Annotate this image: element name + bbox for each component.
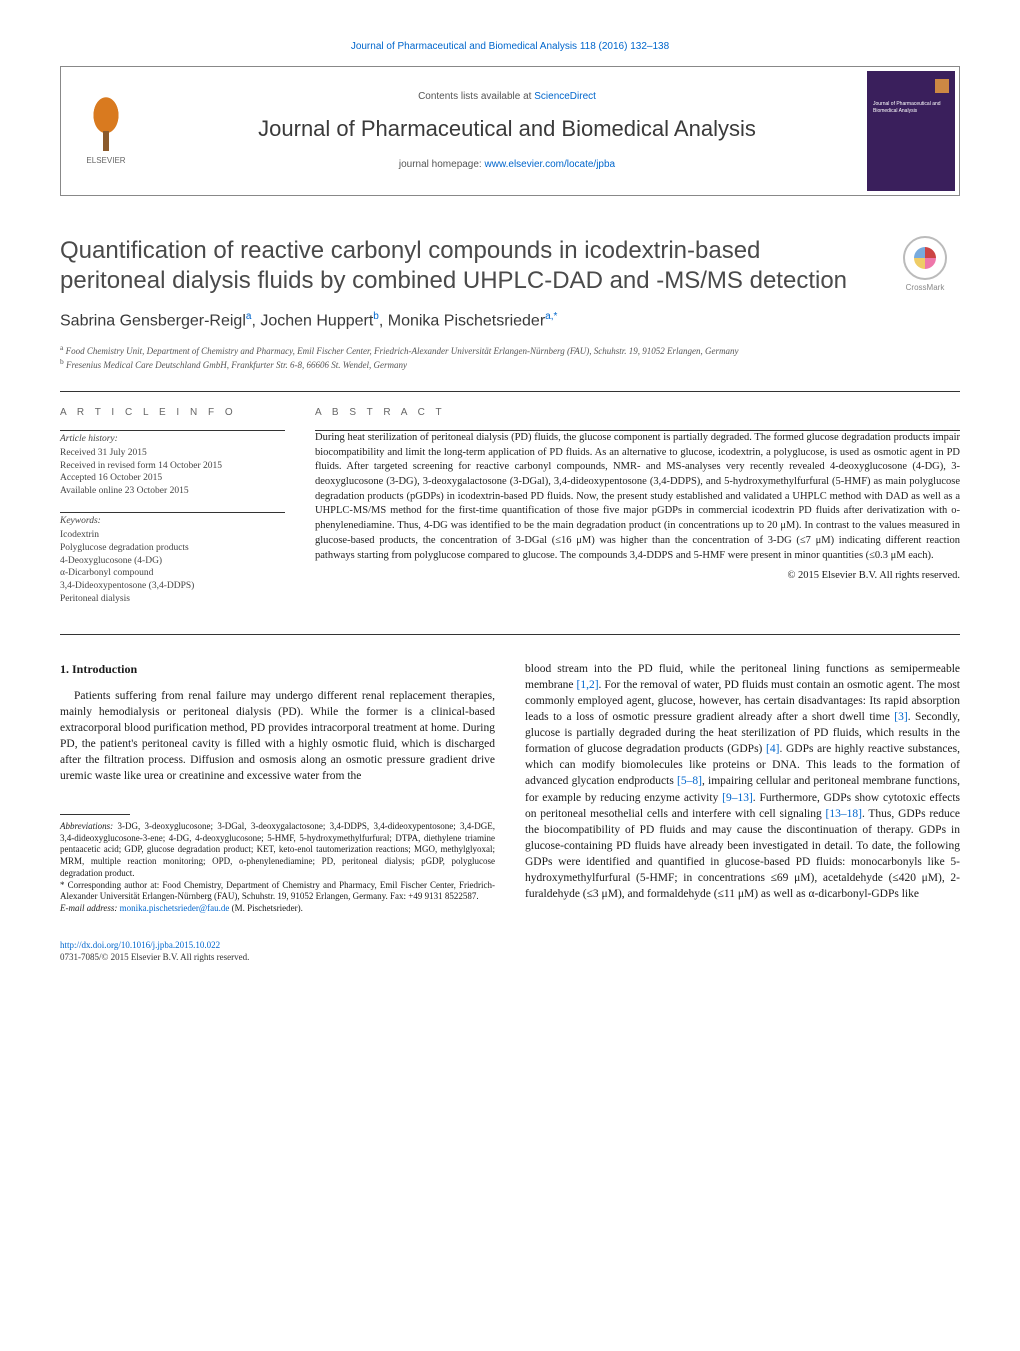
abbrev-label: Abbreviations: [60,821,113,831]
footnote-rule [60,814,130,815]
article-info-heading: a r t i c l e i n f o [60,406,285,420]
abbrev-text: 3-DG, 3-deoxyglucosone; 3-DGal, 3-deoxyg… [60,821,495,878]
history-0: Received 31 July 2015 [60,447,285,460]
authors: Sabrina Gensberger-Reigla, Jochen Hupper… [60,310,960,333]
issn-copyright: 0731-7085/© 2015 Elsevier B.V. All right… [60,951,960,964]
intro-para-1: Patients suffering from renal failure ma… [60,688,495,785]
crossmark-badge[interactable]: CrossMark [890,236,960,293]
homepage-link[interactable]: www.elsevier.com/locate/jpba [485,159,616,170]
affiliations: a Food Chemistry Unit, Department of Che… [60,343,960,371]
history-1: Received in revised form 14 October 2015 [60,460,285,473]
intro-heading: 1. Introduction [60,661,495,678]
crossmark-label: CrossMark [906,282,945,293]
abstract-copyright: © 2015 Elsevier B.V. All rights reserved… [315,569,960,584]
body-col-right: blood stream into the PD fluid, while th… [525,661,960,915]
abstract-column: a b s t r a c t During heat sterilizatio… [315,406,960,620]
info-rule-2 [60,512,285,513]
body-col-left: 1. Introduction Patients suffering from … [60,661,495,915]
elsevier-tree-icon [81,96,131,151]
history-2: Accepted 16 October 2015 [60,472,285,485]
abstract-text: During heat sterilization of peritoneal … [315,431,960,563]
journal-name: Journal of Pharmaceutical and Biomedical… [258,114,756,145]
rule-top [60,391,960,392]
sciencedirect-link[interactable]: ScienceDirect [534,91,596,102]
journal-homepage: journal homepage: www.elsevier.com/locat… [399,158,615,172]
corresponding-author: * Corresponding author at: Food Chemistr… [60,880,495,903]
keyword-5: Peritoneal dialysis [60,593,285,606]
elsevier-label: ELSEVIER [86,155,125,166]
journal-citation: Journal of Pharmaceutical and Biomedical… [60,40,960,54]
elsevier-logo: ELSEVIER [61,67,151,195]
abstract-heading: a b s t r a c t [315,406,960,420]
affiliation-a: Food Chemistry Unit, Department of Chemi… [66,346,739,356]
keyword-4: 3,4-Dideoxypentosone (3,4-DDPS) [60,580,285,593]
contents-prefix: Contents lists available at [418,91,534,102]
footnotes: Abbreviations: 3-DG, 3-deoxyglucosone; 3… [60,821,495,915]
email-label: E-mail address: [60,903,117,913]
intro-para-2: blood stream into the PD fluid, while th… [525,661,960,902]
keyword-2: 4-Deoxyglucosone (4-DG) [60,555,285,568]
rule-bottom [60,634,960,635]
history-heading: Article history: [60,433,285,446]
contents-line: Contents lists available at ScienceDirec… [418,90,596,104]
homepage-prefix: journal homepage: [399,159,485,170]
article-info-column: a r t i c l e i n f o Article history: R… [60,406,285,620]
keywords-heading: Keywords: [60,515,285,528]
footer-block: http://dx.doi.org/10.1016/j.jpba.2015.10… [60,939,960,964]
doi-link[interactable]: http://dx.doi.org/10.1016/j.jpba.2015.10… [60,940,220,950]
keyword-3: α-Dicarbonyl compound [60,567,285,580]
history-3: Available online 23 October 2015 [60,485,285,498]
journal-cover-thumbnail: Journal of Pharmaceutical and Biomedical… [867,71,955,191]
body-columns: 1. Introduction Patients suffering from … [60,661,960,915]
crossmark-icon [903,236,947,280]
email-who: (M. Pischetsrieder). [229,903,302,913]
header-center: Contents lists available at ScienceDirec… [151,67,863,195]
email-link[interactable]: monika.pischetsrieder@fau.de [120,903,230,913]
journal-header: ELSEVIER Contents lists available at Sci… [60,66,960,196]
info-rule-1 [60,430,285,431]
affiliation-b: Fresenius Medical Care Deutschland GmbH,… [66,360,407,370]
article-title: Quantification of reactive carbonyl comp… [60,236,870,296]
keyword-1: Polyglucose degradation products [60,542,285,555]
keyword-0: Icodextrin [60,529,285,542]
cover-text: Journal of Pharmaceutical and Biomedical… [873,101,949,115]
